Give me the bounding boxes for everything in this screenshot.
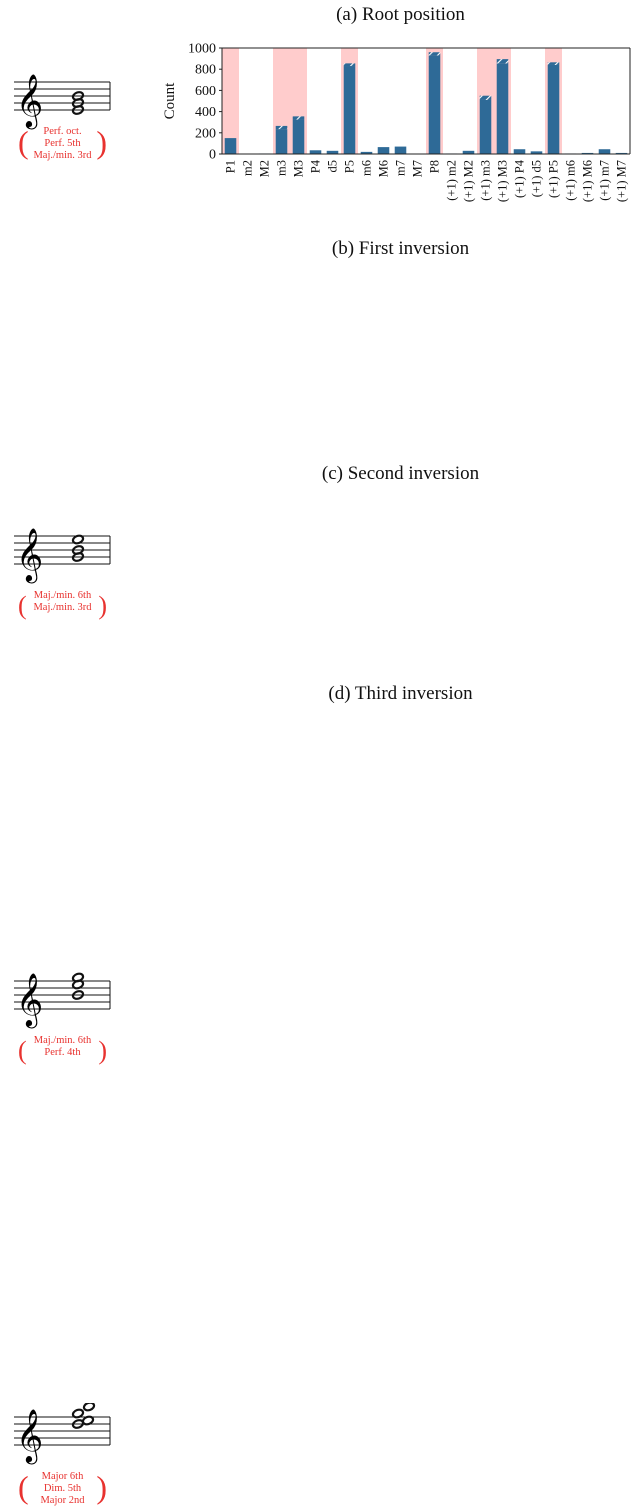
bar-m6 <box>378 147 390 154</box>
y-tick-label: 400 <box>195 105 216 120</box>
x-tick-label: P1 <box>224 160 238 173</box>
x-tick-label: (+1) M6 <box>581 160 595 202</box>
bar-m3 <box>293 120 305 154</box>
x-tick-label: (+1) M7 <box>615 160 629 202</box>
x-tick-label: M2 <box>258 160 272 177</box>
x-tick-label: (+1) M3 <box>496 160 510 202</box>
bar-1-m3 <box>497 63 509 154</box>
bar-hatched-p8 <box>429 52 441 55</box>
x-tick-label: d5 <box>326 160 340 173</box>
interval-label: Maj./min. 6th <box>15 1035 110 1047</box>
bar-m3 <box>276 129 288 154</box>
x-tick-label: P8 <box>428 160 442 173</box>
bar-chart: 0200400600CountP1m2M2m3M3P4d5P5m6M6m7M7P… <box>0 230 641 450</box>
y-axis-label: Count <box>162 82 178 120</box>
bar-m7 <box>395 147 407 154</box>
bar-p4 <box>310 150 322 154</box>
x-tick-label: (+1) m3 <box>479 160 493 201</box>
treble-clef-icon: 𝄞 <box>16 973 43 1028</box>
treble-staff: 𝄞 <box>8 1403 118 1473</box>
bar-chart: 02040CountP1m2M2m3M3P4d5P5m6M6m7M7P8(+1)… <box>0 675 641 895</box>
x-tick-label: (+1) P4 <box>513 159 527 198</box>
bar-hatched-m3 <box>276 126 288 129</box>
y-tick-label: 600 <box>195 84 216 99</box>
y-tick-label: 800 <box>195 63 216 78</box>
bar-hatched-m3 <box>293 116 305 119</box>
bar-1-p5 <box>548 65 560 154</box>
y-tick-label: 200 <box>195 126 216 141</box>
x-tick-label: (+1) m6 <box>564 160 578 201</box>
bar-1-m3 <box>480 100 492 154</box>
right-paren: ) <box>98 1033 107 1069</box>
bar-p1 <box>225 138 237 154</box>
interval-label: Perf. 4th <box>15 1047 110 1059</box>
treble-staff: 𝄞 <box>8 967 118 1037</box>
bar-hatched-1-m3 <box>480 96 492 100</box>
y-tick-label: 0 <box>209 148 216 163</box>
x-tick-label: m6 <box>360 160 374 176</box>
x-tick-label: m2 <box>241 160 255 176</box>
note-head <box>83 1403 95 1412</box>
x-tick-label: M6 <box>377 160 391 177</box>
right-paren: ) <box>96 1469 107 1505</box>
bar-1-p4 <box>514 149 526 154</box>
x-tick-label: P5 <box>343 160 357 173</box>
bar-hatched-1-m3 <box>497 59 509 63</box>
left-paren: ( <box>18 1469 29 1505</box>
y-tick-label: 1000 <box>188 42 216 57</box>
left-paren: ( <box>18 1033 27 1069</box>
bar-chart: 01020CountP1m2M2m3M3P4d5P5m6M6m7M7P8(+1)… <box>0 455 641 675</box>
bar-p8 <box>429 55 441 154</box>
x-tick-label: (+1) P5 <box>547 160 561 198</box>
bar-hatched-1-p5 <box>548 62 560 65</box>
x-tick-label: (+1) m7 <box>598 160 612 201</box>
bar-1-m7 <box>599 149 611 154</box>
x-tick-label: m7 <box>394 160 408 176</box>
x-tick-label: (+1) m2 <box>445 160 459 201</box>
x-tick-label: M7 <box>411 160 425 177</box>
treble-clef-icon: 𝄞 <box>16 1409 43 1464</box>
bar-hatched-p5 <box>344 63 356 66</box>
x-tick-label: (+1) d5 <box>530 160 544 197</box>
bar-p5 <box>344 66 356 154</box>
x-tick-label: M3 <box>292 160 306 177</box>
x-tick-label: P4 <box>309 159 323 173</box>
x-tick-label: m3 <box>275 160 289 176</box>
x-tick-label: (+1) M2 <box>462 160 476 202</box>
